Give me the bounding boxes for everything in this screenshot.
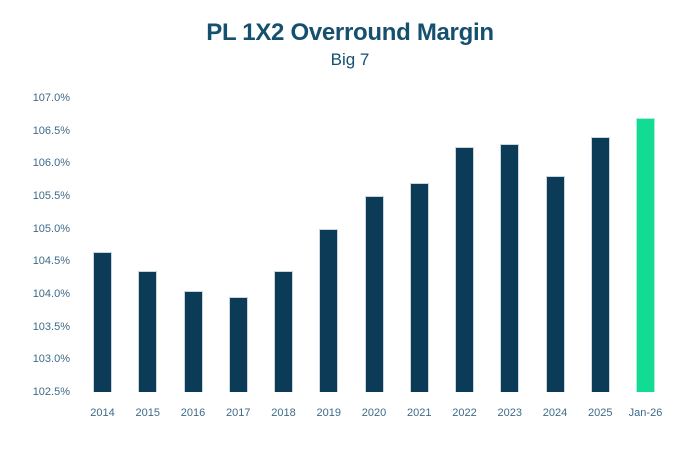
x-tick-label-2018: 2018: [271, 407, 296, 419]
x-tick-label-2020: 2020: [361, 407, 387, 419]
y-tick-label: 107.0%: [32, 92, 70, 104]
bar-2016: [183, 290, 203, 392]
chart-subtitle: Big 7: [330, 50, 370, 69]
x-tick-label-2014: 2014: [90, 407, 115, 419]
x-tick-label-2024: 2024: [542, 407, 568, 419]
x-tick-label-2017: 2017: [226, 407, 251, 419]
bar-2015: [138, 271, 158, 392]
bar-2025: [590, 137, 610, 392]
y-tick-label: 106.0%: [32, 157, 70, 170]
x-tick-label-2015: 2015: [135, 407, 160, 419]
y-tick-label: 103.5%: [32, 320, 70, 333]
y-tick-label: 106.5%: [32, 124, 70, 137]
bar-2024: [545, 176, 565, 392]
y-tick-label: 103.0%: [32, 353, 70, 366]
x-tick-label-2023: 2023: [497, 407, 522, 419]
bar-jan-26: [636, 117, 655, 392]
bar-2018: [274, 271, 293, 392]
x-tick-label-2022: 2022: [452, 407, 477, 419]
y-tick-label: 102.5%: [32, 386, 70, 398]
bar-2022: [455, 147, 474, 392]
x-tick-label-2019: 2019: [316, 407, 341, 419]
y-tick-label: 105.0%: [32, 222, 70, 235]
bar-2020: [364, 196, 384, 392]
y-tick-label: 105.5%: [32, 190, 70, 202]
bar-2014: [93, 251, 112, 392]
y-tick-label: 104.5%: [32, 255, 70, 268]
bar-2021: [409, 182, 429, 392]
y-tick-label: 104.0%: [32, 288, 70, 300]
x-tick-label-2016: 2016: [180, 407, 206, 419]
x-tick-label-2025: 2025: [588, 407, 613, 419]
chart-title: PL 1X2 Overround Margin: [206, 19, 494, 46]
bar-2019: [319, 228, 339, 392]
x-tick-label-2021: 2021: [407, 407, 432, 419]
bar-2017: [228, 297, 248, 392]
bar-2023: [500, 143, 520, 392]
chart-header: PL 1X2 Overround Margin Big 7: [0, 18, 700, 72]
x-tick-label-jan-26: Jan-26: [628, 407, 663, 419]
